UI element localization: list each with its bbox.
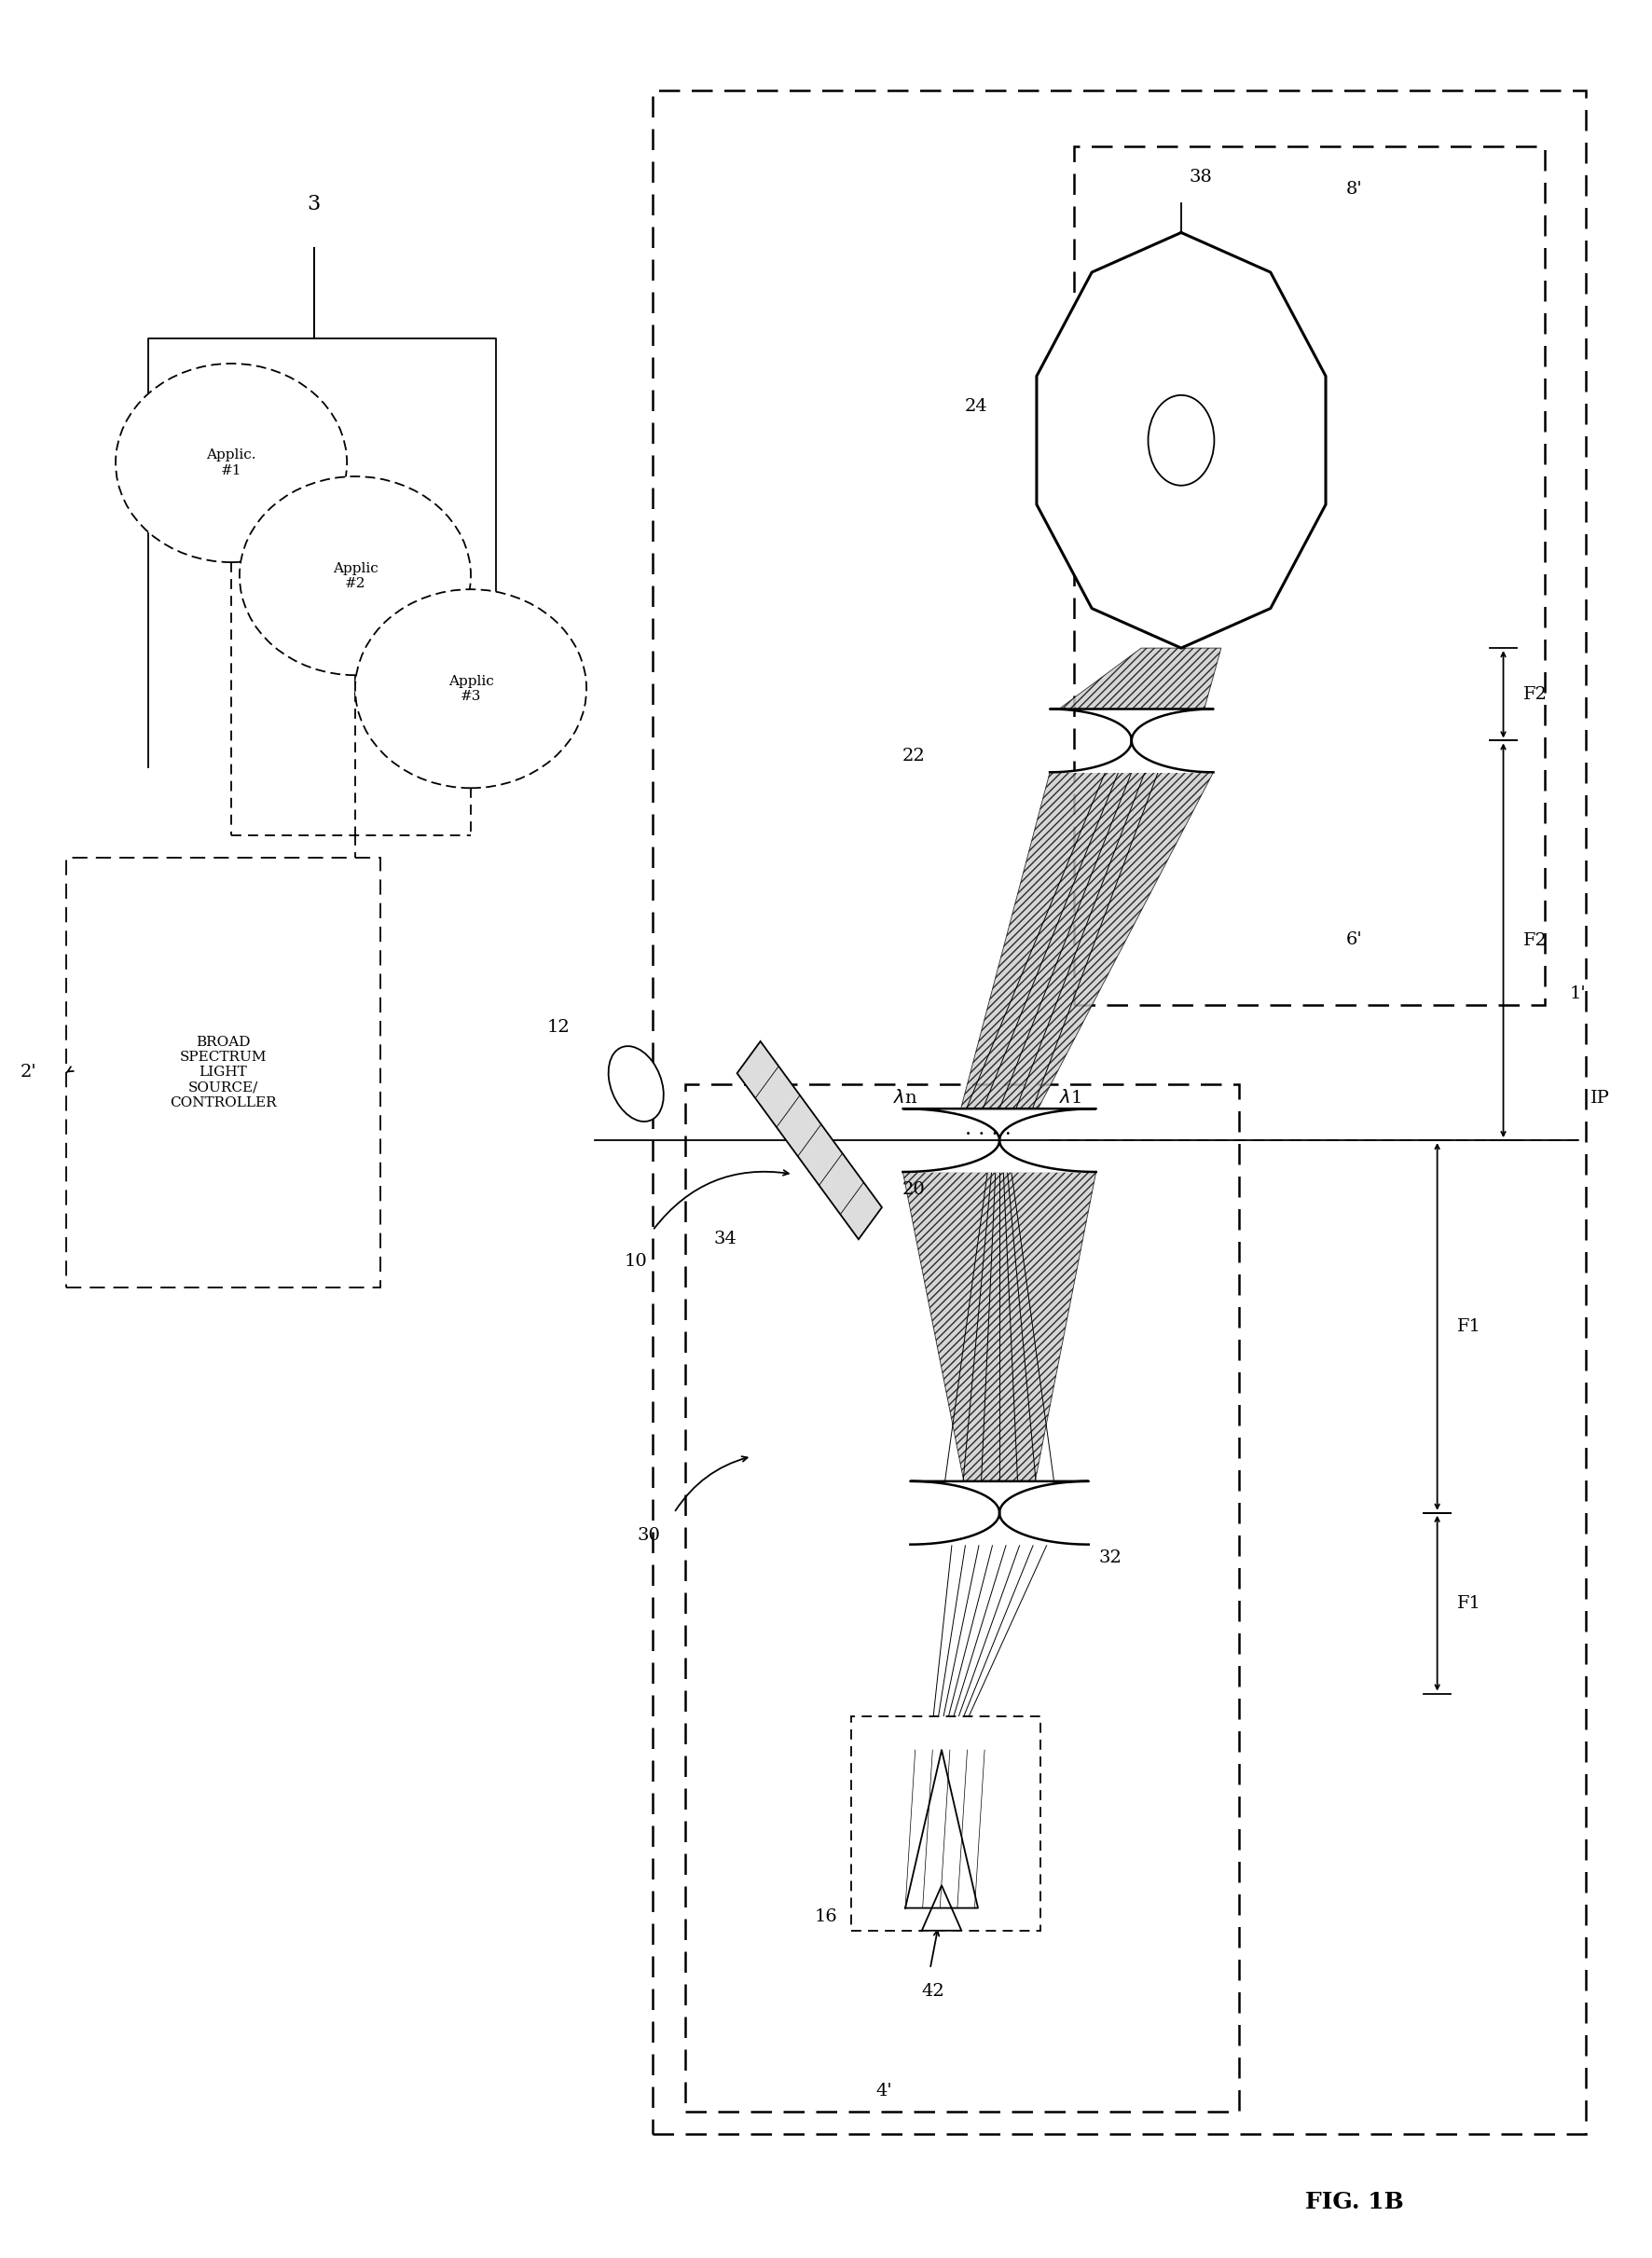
Text: Applic
#3: Applic #3 (448, 675, 494, 702)
Text: 3: 3 (307, 194, 320, 215)
Bar (653, 90, 1586, 2134)
Polygon shape (902, 1172, 1097, 1481)
Text: 34: 34 (714, 1231, 737, 1246)
Text: IP: IP (1591, 1091, 1611, 1106)
Ellipse shape (116, 364, 347, 562)
Text: Applic
#2: Applic #2 (332, 562, 378, 589)
Text: 2': 2' (20, 1064, 36, 1082)
Polygon shape (961, 772, 1213, 1109)
Text: $\lambda$n: $\lambda$n (894, 1088, 917, 1106)
Text: 38: 38 (1189, 169, 1213, 185)
Ellipse shape (240, 476, 471, 675)
Bar (851, 1716, 1041, 1931)
Polygon shape (905, 1750, 978, 1908)
Text: 8': 8' (1346, 181, 1363, 196)
Text: 10: 10 (624, 1253, 648, 1269)
Text: 30: 30 (638, 1526, 661, 1544)
Text: 16: 16 (814, 1908, 838, 1924)
Text: 32: 32 (1099, 1549, 1122, 1567)
Polygon shape (902, 1109, 1097, 1172)
Polygon shape (1037, 233, 1325, 648)
Ellipse shape (355, 589, 586, 788)
Polygon shape (737, 1041, 882, 1240)
Text: FIG. 1B: FIG. 1B (1305, 2190, 1404, 2213)
Polygon shape (1059, 648, 1221, 709)
Text: 12: 12 (547, 1018, 570, 1036)
Text: F2: F2 (1523, 686, 1548, 702)
Text: F2: F2 (1523, 933, 1548, 948)
Text: Applic.
#1: Applic. #1 (206, 449, 256, 476)
Text: BROAD
SPECTRUM
LIGHT
SOURCE/
CONTROLLER: BROAD SPECTRUM LIGHT SOURCE/ CONTROLLER (170, 1036, 276, 1109)
Text: F1: F1 (1457, 1319, 1482, 1334)
Polygon shape (922, 1885, 961, 1931)
Ellipse shape (608, 1045, 664, 1122)
Text: 42: 42 (922, 1983, 945, 1998)
Polygon shape (910, 1481, 1089, 1544)
Bar (1074, 147, 1545, 1005)
Bar (66, 858, 380, 1287)
Text: . . . .: . . . . (965, 1118, 1011, 1140)
Text: 1': 1' (1569, 984, 1586, 1003)
Text: 6': 6' (1346, 933, 1363, 948)
Polygon shape (1051, 709, 1213, 772)
Text: 24: 24 (965, 397, 988, 415)
Text: 20: 20 (902, 1181, 925, 1199)
Bar (686, 1084, 1239, 2111)
Text: 4': 4' (876, 2084, 892, 2100)
Text: $\lambda$1: $\lambda$1 (1059, 1088, 1082, 1106)
Text: F1: F1 (1457, 1594, 1482, 1612)
Text: 22: 22 (902, 747, 925, 765)
